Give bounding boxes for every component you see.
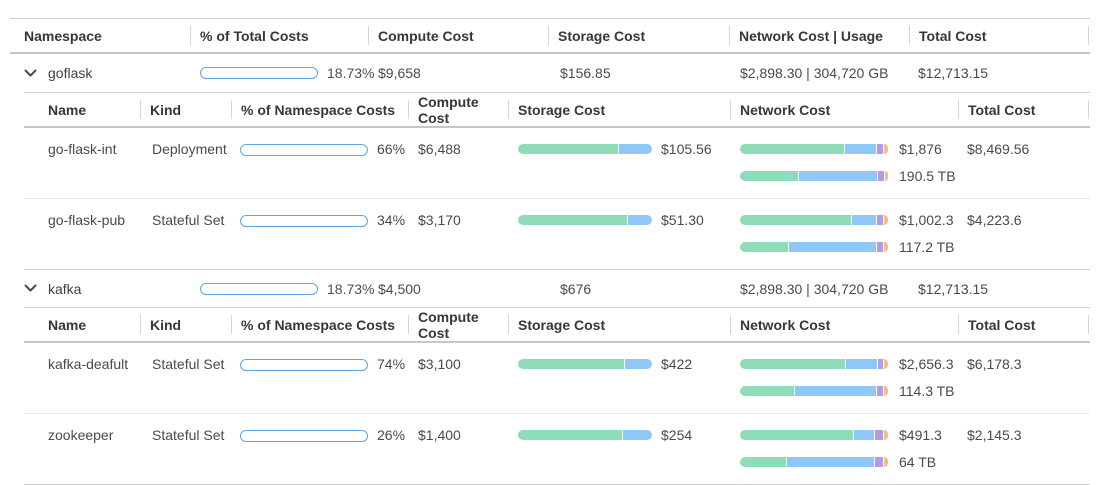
storage-cost-value: $676 xyxy=(560,280,592,297)
pct-namespace-value: 26% xyxy=(377,427,406,443)
pct-total-bar xyxy=(200,282,318,295)
col-header-compute: Compute Cost xyxy=(408,308,508,341)
network-cost-usage-value: $2,898.30 | 304,720 GB xyxy=(740,280,889,297)
network-usage-value: 190.5 TB xyxy=(899,168,956,184)
col-header-pct-ns: % of Namespace Costs xyxy=(231,93,408,126)
compute-cost-value: $3,100 xyxy=(418,356,461,372)
storage-cost-value: $156.85 xyxy=(560,65,611,81)
col-header-network: Network Cost xyxy=(730,308,958,341)
storage-cost-bar xyxy=(518,215,652,225)
col-header-kind: Kind xyxy=(140,93,231,126)
col-header-total: Total Cost xyxy=(958,308,1090,341)
network-usage-bar xyxy=(740,457,888,467)
col-header-compute: Compute Cost xyxy=(408,93,508,126)
workload-row-kafka-deafult: kafka-deafult Stateful Set 74% $3,100 $4… xyxy=(24,343,1090,413)
col-header-compute: Compute Cost xyxy=(368,19,548,52)
namespace-cost-table: Namespace % of Total Costs Compute Cost … xyxy=(10,18,1090,485)
col-header-pct-total: % of Total Costs xyxy=(190,19,368,52)
network-usage-value: 117.2 TB xyxy=(899,239,955,255)
pct-total-bar xyxy=(200,67,318,79)
col-header-storage: Storage Cost xyxy=(508,93,730,126)
namespace-row-kafka[interactable]: kafka 18.73% $4,500 $676 $2,898.30 | 304… xyxy=(10,270,1090,307)
network-cost-bar xyxy=(740,144,888,154)
network-usage-value: 114.3 TB xyxy=(899,383,955,399)
pct-namespace-value: 66% xyxy=(377,141,406,157)
col-header-kind: Kind xyxy=(140,308,231,341)
network-cost-value: $491.3 xyxy=(899,427,942,443)
total-cost-value: $4,223.6 xyxy=(967,212,1022,228)
col-header-total: Total Cost xyxy=(958,93,1090,126)
network-cost-bar xyxy=(740,215,888,225)
network-cost-usage-value: $2,898.30 | 304,720 GB xyxy=(740,65,889,81)
col-header-network: Network Cost xyxy=(730,93,958,126)
col-header-total: Total Cost xyxy=(909,19,1090,52)
workload-name: go-flask-pub xyxy=(48,212,126,228)
pct-namespace-bar xyxy=(240,430,368,442)
network-usage-bar xyxy=(740,386,888,396)
network-cost-value: $1,002.3 xyxy=(899,212,954,228)
workload-kind: Stateful Set xyxy=(152,356,225,372)
storage-cost-value: $254 xyxy=(661,427,693,443)
storage-cost-value: $422 xyxy=(661,356,693,372)
network-cost-value: $1,876 xyxy=(899,141,942,157)
col-header-storage: Storage Cost xyxy=(548,19,729,52)
storage-cost-value: $51.30 xyxy=(661,212,704,228)
storage-cost-bar xyxy=(518,144,652,154)
col-header-namespace: Namespace xyxy=(24,27,102,44)
network-usage-bar xyxy=(740,242,888,252)
workload-name: go-flask-int xyxy=(48,141,117,157)
storage-cost-bar xyxy=(518,359,652,369)
namespace-name: goflask xyxy=(48,65,93,81)
chevron-down-icon[interactable] xyxy=(24,284,37,293)
pct-namespace-value: 34% xyxy=(377,212,406,228)
workload-row-go-flask-pub: go-flask-pub Stateful Set 34% $3,170 $51… xyxy=(24,198,1090,269)
workload-header-row: Name Kind % of Namespace Costs Compute C… xyxy=(24,93,1090,128)
network-cost-bar xyxy=(740,430,888,440)
workload-row-go-flask-int: go-flask-int Deployment 66% $6,488 $105.… xyxy=(24,128,1090,198)
col-header-name: Name xyxy=(48,316,87,333)
total-cost-value: $6,178.3 xyxy=(967,356,1022,372)
workload-name: zookeeper xyxy=(48,427,114,443)
network-cost-value: $2,656.3 xyxy=(899,356,954,372)
total-cost-value: $12,713.15 xyxy=(918,280,989,297)
network-usage-value: 64 TB xyxy=(899,454,937,470)
compute-cost-value: $9,658 xyxy=(378,65,421,81)
pct-namespace-bar xyxy=(240,215,368,227)
total-cost-value: $8,469.56 xyxy=(967,141,1030,157)
workload-row-zookeeper: zookeeper Stateful Set 26% $1,400 $254 $… xyxy=(24,413,1090,484)
chevron-down-icon[interactable] xyxy=(24,69,37,78)
workload-kind: Deployment xyxy=(152,141,227,157)
compute-cost-value: $3,170 xyxy=(418,212,461,228)
namespace-row-goflask[interactable]: goflask 18.73% $9,658 $156.85 $2,898.30 … xyxy=(10,54,1090,92)
workload-kind: Stateful Set xyxy=(152,427,225,443)
network-usage-bar xyxy=(740,171,888,181)
workload-name: kafka-deafult xyxy=(48,356,129,372)
compute-cost-value: $4,500 xyxy=(378,280,421,297)
pct-namespace-value: 74% xyxy=(377,356,406,372)
col-header-name: Name xyxy=(48,101,87,118)
pct-total-value: 18.73% xyxy=(327,280,375,297)
storage-cost-value: $105.56 xyxy=(661,141,712,157)
table-header-row: Namespace % of Total Costs Compute Cost … xyxy=(10,19,1090,54)
total-cost-value: $12,713.15 xyxy=(918,65,989,81)
namespace-name: kafka xyxy=(48,280,82,297)
pct-namespace-bar xyxy=(240,144,368,156)
compute-cost-value: $6,488 xyxy=(418,141,461,157)
col-header-network: Network Cost | Usage xyxy=(729,19,909,52)
total-cost-value: $2,145.3 xyxy=(967,427,1022,443)
workload-table-kafka: Name Kind % of Namespace Costs Compute C… xyxy=(24,307,1090,485)
col-header-pct-ns: % of Namespace Costs xyxy=(231,308,408,341)
network-cost-bar xyxy=(740,359,888,369)
pct-total-value: 18.73% xyxy=(327,65,375,81)
workload-table-goflask: Name Kind % of Namespace Costs Compute C… xyxy=(24,92,1090,270)
compute-cost-value: $1,400 xyxy=(418,427,461,443)
col-header-storage: Storage Cost xyxy=(508,308,730,341)
workload-header-row: Name Kind % of Namespace Costs Compute C… xyxy=(24,308,1090,343)
storage-cost-bar xyxy=(518,430,652,440)
workload-kind: Stateful Set xyxy=(152,212,225,228)
pct-namespace-bar xyxy=(240,359,368,371)
